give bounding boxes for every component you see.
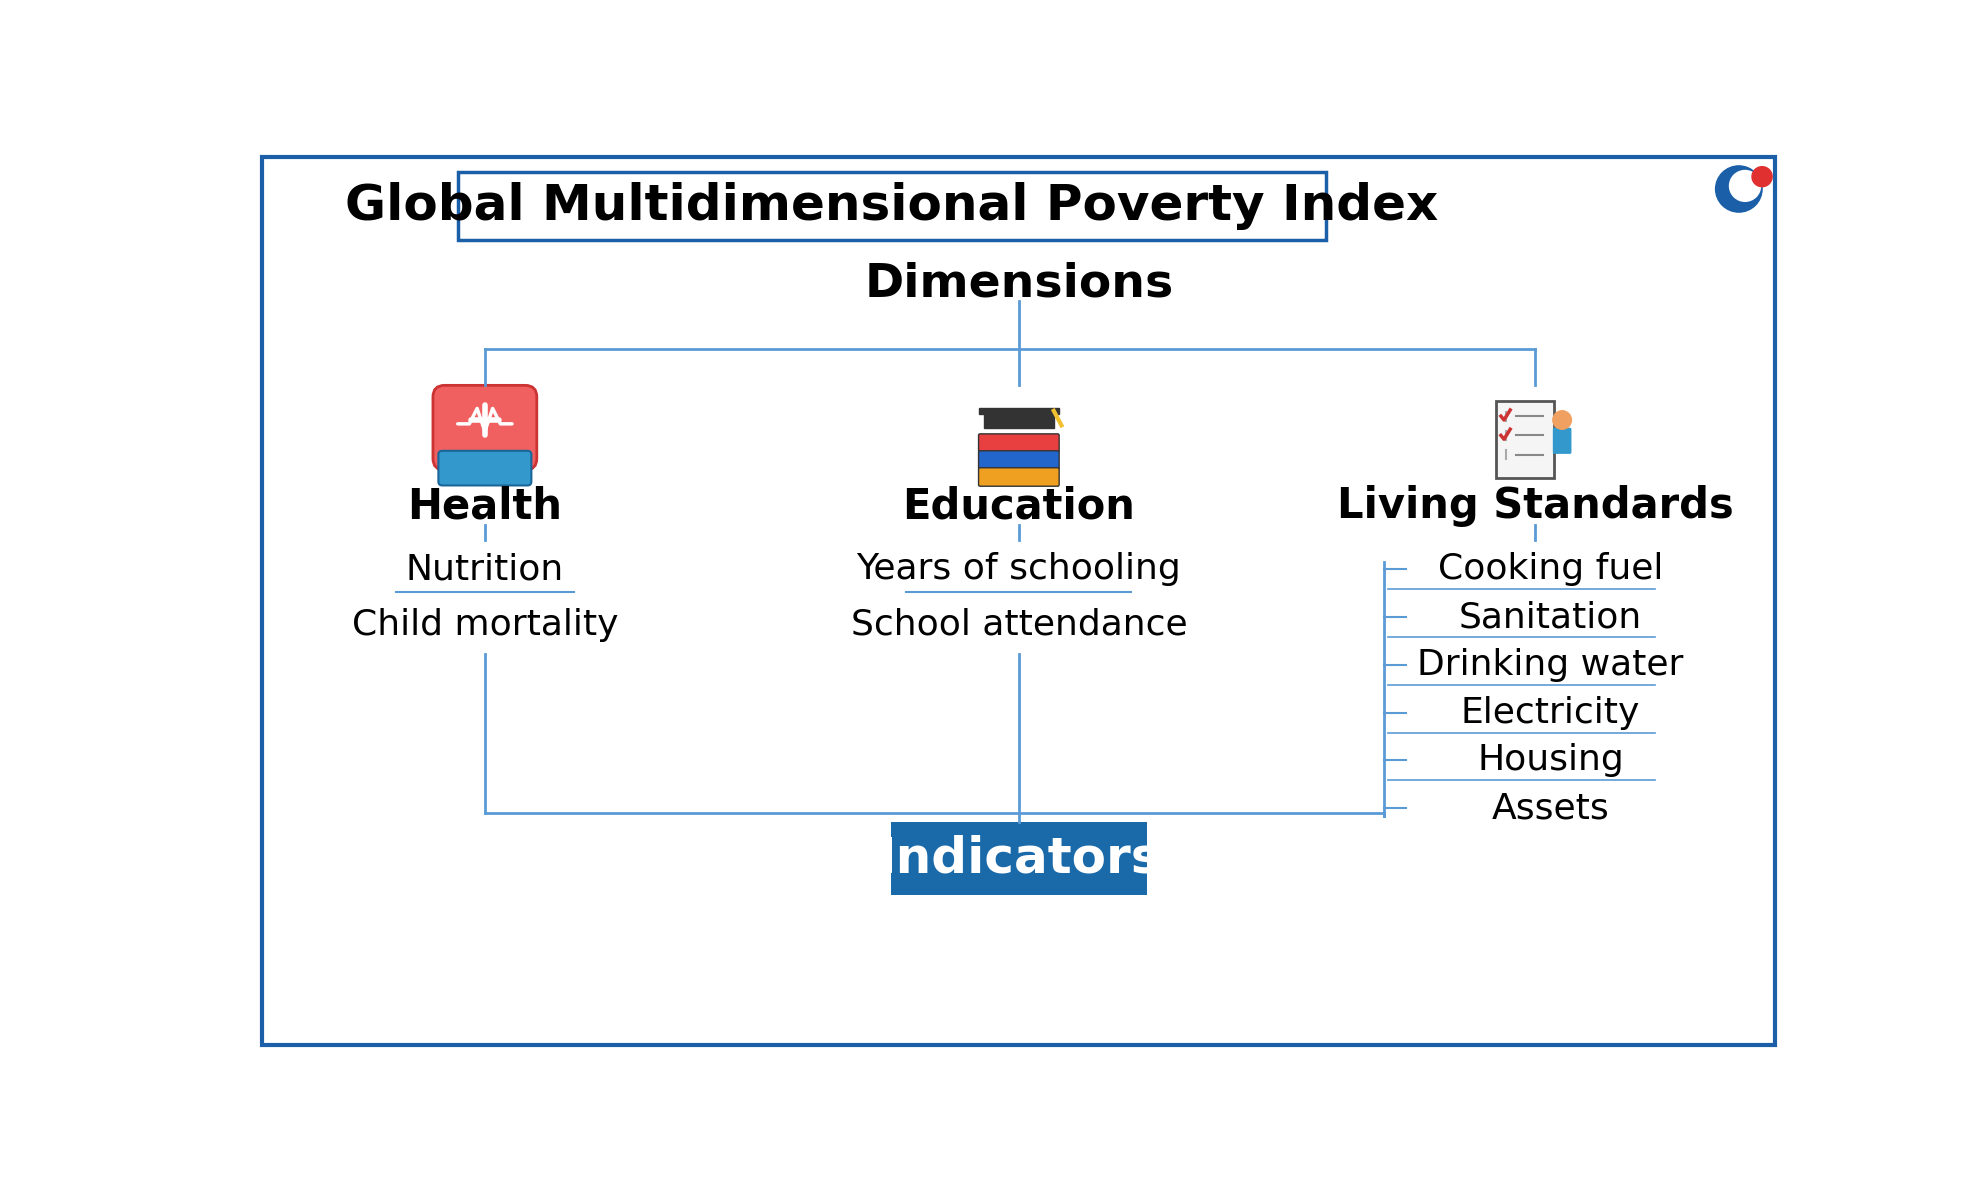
FancyBboxPatch shape: [978, 468, 1060, 487]
FancyBboxPatch shape: [978, 434, 1060, 452]
Text: Assets: Assets: [1491, 791, 1610, 825]
FancyBboxPatch shape: [1497, 401, 1555, 477]
FancyBboxPatch shape: [433, 386, 537, 470]
FancyBboxPatch shape: [1553, 427, 1571, 453]
Text: Drinking water: Drinking water: [1417, 647, 1684, 682]
Text: Health: Health: [408, 486, 563, 527]
Text: Years of schooling: Years of schooling: [857, 552, 1181, 587]
Text: Electricity: Electricity: [1461, 696, 1640, 729]
Text: Education: Education: [903, 486, 1135, 527]
Text: Indicators: Indicators: [877, 834, 1161, 883]
Text: Global Multidimensional Poverty Index: Global Multidimensional Poverty Index: [346, 182, 1439, 230]
Text: Living Standards: Living Standards: [1336, 486, 1734, 527]
Text: Nutrition: Nutrition: [406, 552, 565, 587]
Text: Child mortality: Child mortality: [352, 608, 618, 641]
FancyBboxPatch shape: [439, 451, 531, 486]
Circle shape: [1553, 411, 1571, 430]
Polygon shape: [978, 408, 1060, 414]
FancyBboxPatch shape: [262, 157, 1775, 1045]
Text: School attendance: School attendance: [851, 608, 1187, 641]
Text: Housing: Housing: [1477, 744, 1624, 777]
Circle shape: [1716, 165, 1761, 212]
Text: Dimensions: Dimensions: [865, 262, 1173, 306]
FancyBboxPatch shape: [891, 822, 1147, 895]
FancyBboxPatch shape: [978, 451, 1060, 469]
FancyBboxPatch shape: [984, 414, 1054, 427]
Circle shape: [1751, 167, 1771, 187]
Circle shape: [1730, 170, 1761, 201]
Text: Cooking fuel: Cooking fuel: [1437, 552, 1664, 587]
Text: Sanitation: Sanitation: [1459, 600, 1642, 634]
FancyBboxPatch shape: [457, 173, 1326, 240]
